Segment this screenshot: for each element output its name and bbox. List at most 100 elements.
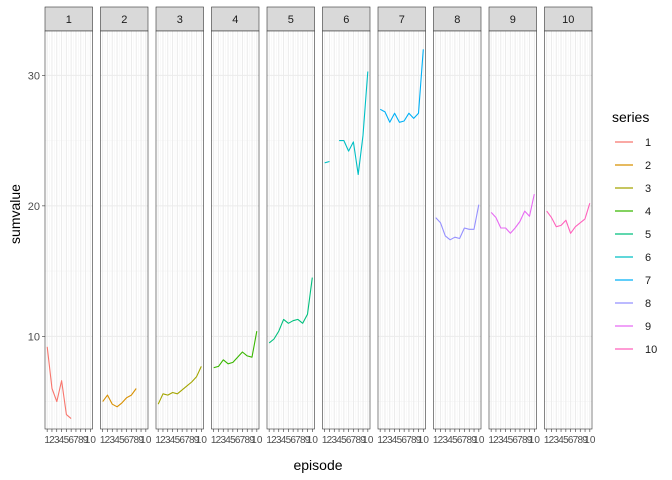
x-tick-label: 3 (553, 435, 559, 446)
facet-strip-label: 8 (454, 14, 460, 26)
x-tick-label: 7 (517, 435, 523, 446)
panel-border (266, 30, 315, 430)
x-tick-label: 3 (442, 435, 448, 446)
series-line-1 (46, 346, 72, 420)
x-tick-label: 1 (155, 435, 161, 446)
x-tick-label: 6 (346, 435, 352, 446)
x-tick-label: 8 (577, 435, 583, 446)
x-tick-label: 8 (522, 435, 528, 446)
legend-label-6: 6 (645, 252, 651, 264)
series-line-8 (435, 204, 480, 241)
x-tick-label: 3 (331, 435, 337, 446)
x-tick-label: 8 (78, 435, 84, 446)
series-line-9 (490, 193, 535, 234)
legend-label-8: 8 (645, 298, 651, 310)
x-tick-label: 10 (362, 435, 374, 446)
x-tick-label: 4 (170, 435, 176, 446)
x-tick-label: 8 (300, 435, 306, 446)
x-tick-label: 2 (216, 435, 222, 446)
x-tick-label: 10 (473, 435, 485, 446)
x-tick-label: 2 (327, 435, 333, 446)
facet-panel-10: 101 2 3 4 5 6 7 8 910 (544, 6, 596, 446)
facet-strip (544, 6, 593, 32)
y-tick-label: 20 (28, 201, 40, 213)
x-tick-label: 4 (503, 435, 509, 446)
legend: series 1 2 3 4 5 6 7 8 9 10 (612, 109, 657, 360)
panel-border (100, 30, 149, 430)
x-tick-label: 1 (544, 435, 550, 446)
x-tick-label: 2 (271, 435, 277, 446)
x-tick-label: 7 (73, 435, 79, 446)
panel-border (155, 30, 204, 430)
x-tick-label: 8 (355, 435, 361, 446)
facet-strip (155, 6, 204, 32)
x-tick-label: 6 (512, 435, 518, 446)
x-tick-label: 7 (295, 435, 301, 446)
x-tick-label: 10 (418, 435, 430, 446)
x-tick-label: 1 (322, 435, 328, 446)
x-tick-label: 10 (140, 435, 152, 446)
x-tick-label: 9 (305, 435, 311, 446)
facet-panel-8: 81 2 3 4 5 6 7 8 910 (433, 6, 485, 446)
x-tick-label: 8 (189, 435, 195, 446)
facet-panel-1: 11 2 3 4 5 6 7 8 910 (44, 6, 97, 446)
x-tick-label: 5 (508, 435, 514, 446)
facet-strip-label: 10 (562, 14, 574, 26)
x-tick-label: 5 (452, 435, 458, 446)
y-tick-label: 30 (28, 70, 40, 82)
x-tick-label: 2 (549, 435, 555, 446)
legend-title: series (612, 109, 649, 125)
x-tick-label: 7 (184, 435, 190, 446)
x-tick-label: 5 (341, 435, 347, 446)
legend-label-2: 2 (645, 160, 651, 172)
series-line-7 (379, 49, 424, 123)
x-tick-label: 2 (49, 435, 55, 446)
x-tick-label: 10 (251, 435, 263, 446)
x-tick-label: 2 (382, 435, 388, 446)
legend-label-10: 10 (645, 344, 657, 356)
x-tick-label: 4 (281, 435, 287, 446)
facet-strip (266, 6, 315, 32)
x-tick-label: 7 (351, 435, 357, 446)
x-tick-label: 9 (360, 435, 366, 446)
facet-strip-label: 1 (66, 14, 72, 26)
legend-label-4: 4 (645, 206, 651, 218)
x-tick-label: 4 (336, 435, 342, 446)
x-tick-label: 9 (83, 435, 89, 446)
x-tick-label: 10 (85, 435, 97, 446)
x-tick-label: 5 (397, 435, 403, 446)
x-tick-label: 9 (194, 435, 200, 446)
x-tick-label: 10 (307, 435, 319, 446)
facet-strip-label: 5 (288, 14, 294, 26)
facet-strip-label: 6 (343, 14, 349, 26)
facet-strip-label: 9 (510, 14, 516, 26)
series-line-10 (546, 203, 591, 234)
x-tick-label: 6 (68, 435, 74, 446)
x-tick-label: 6 (457, 435, 463, 446)
x-tick-label: 3 (498, 435, 504, 446)
facet-panel-7: 71 2 3 4 5 6 7 8 910 (377, 6, 430, 446)
panel-border (322, 30, 371, 430)
facet-panel-4: 41 2 3 4 5 6 7 8 910 (211, 6, 263, 446)
x-tick-label: 5 (119, 435, 125, 446)
x-tick-label: 1 (488, 435, 494, 446)
x-tick-label: 2 (438, 435, 444, 446)
y-axis: 10 20 30 (28, 70, 45, 343)
x-tick-label: 5 (286, 435, 292, 446)
x-tick-label: 8 (411, 435, 417, 446)
facet-strip-label: 4 (232, 14, 238, 26)
y-tick-label: 10 (28, 331, 40, 343)
facet-strip (433, 6, 482, 32)
x-tick-label: 6 (290, 435, 296, 446)
x-tick-label: 1 (433, 435, 439, 446)
facet-strip (488, 6, 537, 32)
facet-strip (377, 6, 426, 32)
series-line-4 (213, 331, 258, 369)
facet-panel-3: 31 2 3 4 5 6 7 8 910 (155, 6, 207, 446)
legend-label-3: 3 (645, 183, 651, 195)
x-tick-label: 1 (44, 435, 50, 446)
facet-panel-5: 51 2 3 4 5 6 7 8 910 (266, 6, 319, 446)
x-tick-label: 9 (582, 435, 588, 446)
legend-label-1: 1 (645, 137, 651, 149)
